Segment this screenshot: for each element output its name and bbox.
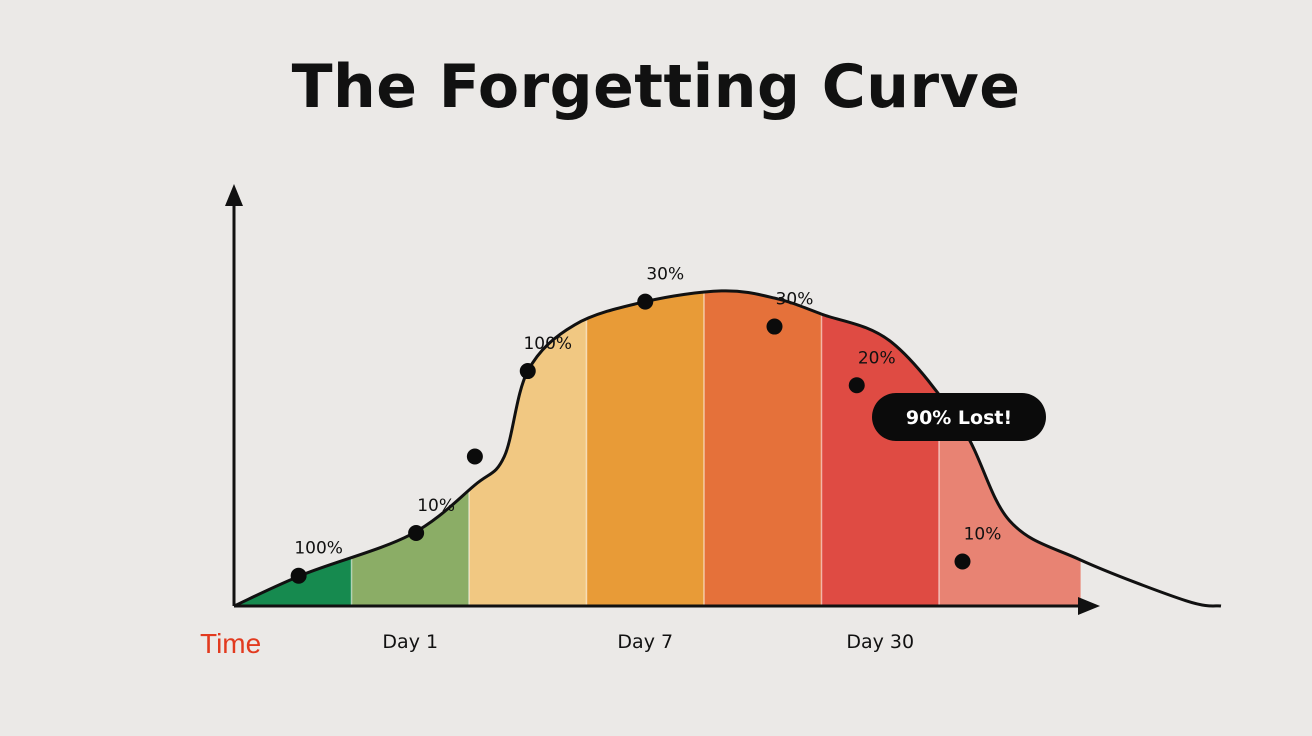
band-7 [939,290,1081,606]
data-point-label: 20% [858,348,896,368]
data-point [466,448,483,465]
band-4 [586,290,705,606]
data-point-label: 100% [523,334,572,354]
x-axis-label: Time [200,628,261,659]
data-point [408,525,425,542]
bands-layer [234,290,1081,606]
band-1 [234,290,353,606]
callout-box [872,393,1046,441]
y-axis-arrow [225,184,243,206]
x-tick-label: Day 7 [617,631,673,653]
x-axis-arrow [1078,597,1100,615]
annotation-callout: 90% Lost! [872,393,1046,441]
band-5 [704,290,823,606]
data-point-label: 30% [776,290,814,310]
x-tick-label: Day 30 [846,631,914,653]
data-point [290,567,307,584]
band-6 [821,290,940,606]
chart-title: The Forgetting Curve [291,52,1021,122]
data-point [637,293,654,310]
data-point-label: 10% [417,496,455,516]
curve-line [233,289,1222,608]
data-point [954,553,971,570]
callout-text: 90% Lost! [906,407,1012,429]
x-tick-labels: Day 1 Day 7 Day 30 [382,631,914,653]
data-points: 100% 10% 100% 30% 30% 20% 10% [290,265,1002,584]
axes [225,184,1100,615]
data-point-label: 100% [294,539,343,559]
data-point [848,377,865,394]
x-tick-label: Day 1 [382,631,438,653]
data-point [766,318,783,335]
data-point-label: 10% [964,525,1002,545]
data-point-label: 30% [646,265,684,285]
data-point [519,363,536,380]
